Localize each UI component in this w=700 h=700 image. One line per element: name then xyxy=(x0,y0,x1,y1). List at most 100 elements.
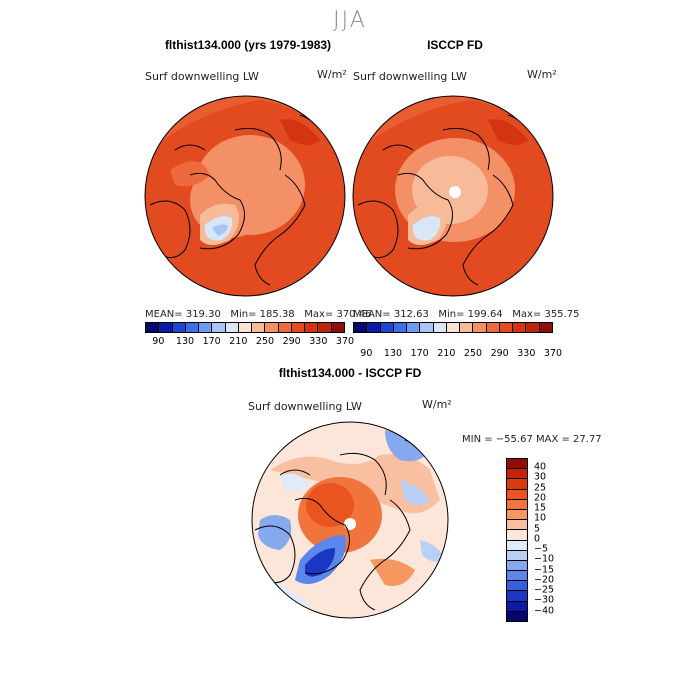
colorbar-tick-label: −5 xyxy=(534,543,549,555)
colorbar-swatch xyxy=(507,530,527,541)
colorbar-tick-label: −25 xyxy=(534,584,555,596)
colorbar-swatch xyxy=(252,323,266,332)
colorbar-swatch xyxy=(305,323,319,332)
colorbar-swatch xyxy=(238,323,253,332)
colorbar-tick-label: 370 xyxy=(543,348,563,359)
colorbar-tick-label: 90 xyxy=(152,336,165,347)
colorbar-swatch xyxy=(507,479,527,490)
colorbar-tick-label: 0 xyxy=(534,533,541,545)
colorbar-swatch xyxy=(354,323,368,332)
colorbar-tick-label: 250 xyxy=(255,336,275,347)
obs-min-stat: Min= 199.64 xyxy=(438,309,503,320)
colorbar-swatch xyxy=(212,323,226,332)
colorbar-swatch xyxy=(507,459,527,470)
colorbar-tick-label: 290 xyxy=(490,348,509,359)
colorbar-tick-label: 290 xyxy=(282,336,301,347)
colorbar-swatch xyxy=(473,323,487,332)
colorbar-swatch xyxy=(278,323,292,332)
difference-colorbar-ticks: 40 30 25 20 15 10 5 0 −5 −10 −15 −20 −25 −30 −40 xyxy=(534,458,574,622)
colorbar-swatch xyxy=(185,323,200,332)
colorbar-swatch xyxy=(507,499,527,510)
obs-panel-title: ISCCP FD xyxy=(427,38,483,52)
obs-mean-stat: MEAN= 312.63 xyxy=(353,309,429,320)
colorbar-tick-label: −20 xyxy=(534,574,555,586)
colorbar-swatch xyxy=(507,611,527,621)
difference-map xyxy=(252,422,448,618)
colorbar-tick-label: 170 xyxy=(410,348,429,359)
colorbar-swatch xyxy=(526,323,540,332)
colorbar-swatch xyxy=(380,323,394,332)
colorbar-tick-label: 130 xyxy=(175,336,195,347)
colorbar-tick-label: 330 xyxy=(517,348,536,359)
model-panel-title: flthist134.000 (yrs 1979-1983) xyxy=(164,38,332,52)
obs-map xyxy=(353,96,553,296)
model-colorbar-ticks: 90 130 170 210 250 290 330 370 xyxy=(145,336,354,348)
difference-minmax-stat: MIN = −55.67 MAX = 27.77 xyxy=(462,434,602,445)
model-units-label: W/m² xyxy=(317,68,347,81)
colorbar-swatch xyxy=(507,540,527,551)
model-colorbar xyxy=(145,322,345,333)
colorbar-swatch xyxy=(446,323,461,332)
colorbar-swatch xyxy=(318,323,332,332)
colorbar-tick-label: 170 xyxy=(202,336,221,347)
colorbar-tick-label: −10 xyxy=(534,553,555,565)
colorbar-swatch xyxy=(433,323,447,332)
colorbar-swatch xyxy=(460,323,474,332)
colorbar-swatch xyxy=(393,323,408,332)
colorbar-swatch xyxy=(420,323,434,332)
difference-variable-label: Surf downwelling LW xyxy=(248,400,362,413)
colorbar-swatch xyxy=(507,571,527,582)
colorbar-tick-label: 5 xyxy=(534,523,541,535)
difference-colorbar xyxy=(506,458,528,622)
obs-max-stat: Max= 355.75 xyxy=(512,309,580,320)
colorbar-tick-label: 20 xyxy=(534,492,547,504)
colorbar-swatch xyxy=(499,323,514,332)
colorbar-swatch xyxy=(407,323,421,332)
model-min-stat: Min= 185.38 xyxy=(230,309,295,320)
model-max-stat: Max= 370.46 xyxy=(304,309,372,320)
season-title: JJA xyxy=(333,8,367,33)
colorbar-swatch xyxy=(291,323,306,332)
colorbar-tick-label: 90 xyxy=(360,348,373,359)
colorbar-tick-label: −40 xyxy=(534,605,555,617)
difference-panel-title: flthist134.000 - ISCCP FD xyxy=(278,366,422,380)
colorbar-tick-label: −30 xyxy=(534,594,555,606)
obs-variable-label: Surf downwelling LW xyxy=(353,70,467,83)
colorbar-swatch xyxy=(265,323,279,332)
colorbar-swatch xyxy=(199,323,213,332)
colorbar-swatch xyxy=(507,550,527,561)
model-map xyxy=(145,96,345,296)
model-mean-stat: MEAN= 319.30 xyxy=(145,309,221,320)
colorbar-swatch xyxy=(367,323,381,332)
colorbar-swatch xyxy=(507,469,527,480)
colorbar-tick-label: 40 xyxy=(534,461,547,473)
model-variable-label: Surf downwelling LW xyxy=(145,70,259,83)
obs-colorbar-ticks: 90 130 170 210 250 290 330 370 xyxy=(353,348,562,360)
colorbar-tick-label: 210 xyxy=(437,348,456,359)
colorbar-tick-label: 10 xyxy=(534,512,547,524)
colorbar-tick-label: 370 xyxy=(335,336,355,347)
colorbar-tick-label: 250 xyxy=(463,348,483,359)
colorbar-swatch xyxy=(513,323,527,332)
colorbar-swatch xyxy=(507,520,527,531)
colorbar-swatch xyxy=(507,601,527,612)
colorbar-tick-label: 330 xyxy=(309,336,328,347)
colorbar-swatch xyxy=(539,323,552,332)
colorbar-tick-label: 15 xyxy=(534,502,547,514)
obs-units-label: W/m² xyxy=(527,68,557,81)
colorbar-swatch xyxy=(331,323,344,332)
colorbar-tick-label: −15 xyxy=(534,564,555,576)
colorbar-tick-label: 210 xyxy=(229,336,248,347)
colorbar-swatch xyxy=(507,489,527,500)
colorbar-swatch xyxy=(507,509,527,521)
colorbar-swatch xyxy=(507,581,527,592)
obs-colorbar xyxy=(353,322,553,333)
difference-units-label: W/m² xyxy=(422,398,452,411)
colorbar-tick-label: 130 xyxy=(383,348,403,359)
colorbar-swatch xyxy=(146,323,160,332)
colorbar-swatch xyxy=(172,323,186,332)
colorbar-swatch xyxy=(486,323,500,332)
colorbar-tick-label: 25 xyxy=(534,482,547,494)
colorbar-swatch xyxy=(507,560,527,572)
